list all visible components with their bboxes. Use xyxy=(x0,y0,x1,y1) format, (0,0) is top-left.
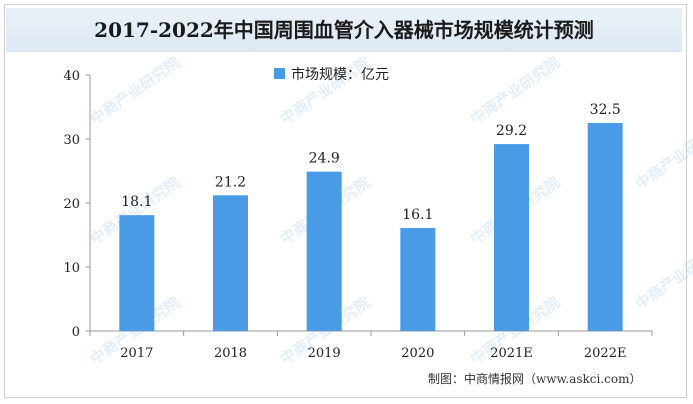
watermark-text: 中商产业研究院 xyxy=(277,53,373,128)
x-tick-label: 2019 xyxy=(308,346,341,361)
source-footer: 制图：中商情报网（www.askci.com） xyxy=(428,370,642,387)
legend: 市场规模：亿元 xyxy=(274,66,389,83)
y-tick-label: 30 xyxy=(63,133,80,148)
data-label: 29.2 xyxy=(496,123,527,139)
x-tick-label: 2017 xyxy=(120,346,153,361)
data-label: 24.9 xyxy=(309,151,340,167)
title-band xyxy=(6,8,682,52)
data-label: 21.2 xyxy=(215,174,246,190)
bar xyxy=(306,171,342,331)
watermark-text: 中商产业研究院 xyxy=(87,53,183,128)
bar xyxy=(119,215,155,331)
y-tick-label: 40 xyxy=(63,69,80,84)
y-tick-label: 20 xyxy=(63,197,80,212)
data-label: 16.1 xyxy=(402,207,433,223)
chart-frame xyxy=(4,4,687,398)
x-axis-ticks: 2017 2018 2019 2020 2021E 2022E xyxy=(89,331,653,361)
x-tick-label: 2018 xyxy=(214,346,247,361)
watermark-text: 中商产业研究院 xyxy=(467,53,563,128)
watermark-text: 中商产业研究院 xyxy=(632,238,693,313)
bar xyxy=(494,144,529,331)
y-tick-label: 10 xyxy=(63,261,80,276)
y-tick-label: 0 xyxy=(72,325,80,340)
data-label: 18.1 xyxy=(121,194,152,210)
x-tick-label: 2022E xyxy=(584,346,627,361)
bars: 18.1 21.2 24.9 16.1 29.2 32.5 xyxy=(119,102,623,331)
bar xyxy=(400,227,436,331)
legend-label: 市场规模：亿元 xyxy=(291,66,389,83)
x-tick-label: 2021E xyxy=(490,346,533,361)
chart-title: 2017-2022年中国周围血管介入器械市场规模统计预测 xyxy=(94,18,594,42)
x-tick-label: 2020 xyxy=(401,346,434,361)
y-axis-ticks: 0 10 20 30 40 xyxy=(63,69,90,340)
data-label: 32.5 xyxy=(590,102,621,118)
bar xyxy=(587,123,623,331)
bar xyxy=(213,195,248,331)
watermark-text: 中商产业研究院 xyxy=(632,118,693,193)
legend-swatch xyxy=(274,68,285,79)
